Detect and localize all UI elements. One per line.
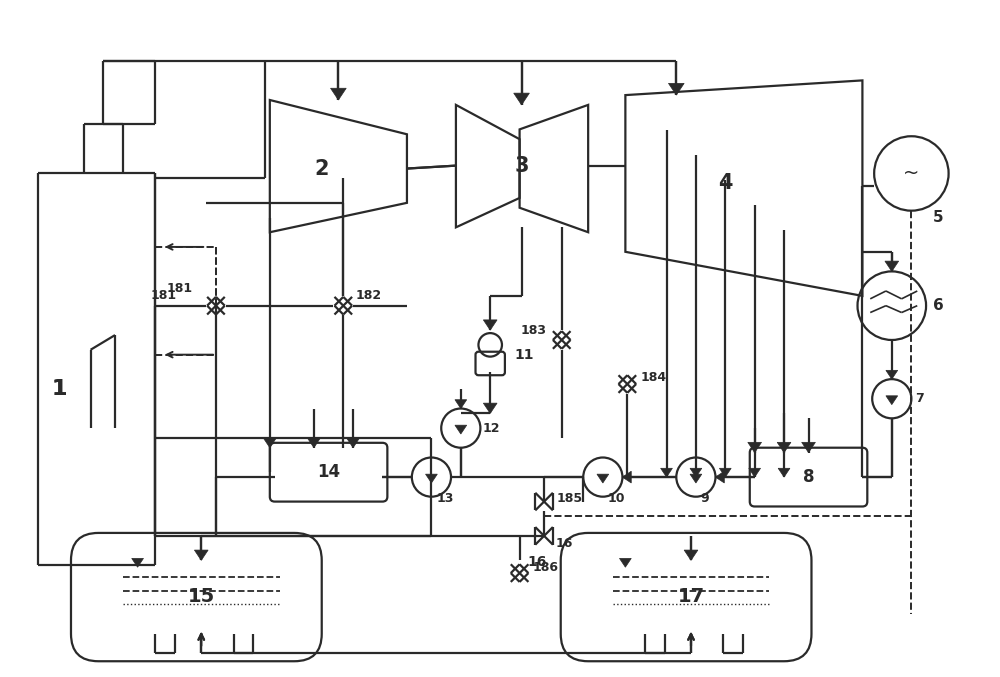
Polygon shape bbox=[715, 471, 724, 483]
Polygon shape bbox=[622, 471, 631, 483]
Polygon shape bbox=[194, 550, 208, 561]
Text: ~: ~ bbox=[903, 164, 920, 183]
Text: 6: 6 bbox=[933, 298, 944, 313]
Polygon shape bbox=[455, 399, 467, 408]
Text: 17: 17 bbox=[677, 587, 705, 606]
Polygon shape bbox=[597, 474, 609, 483]
Polygon shape bbox=[661, 468, 672, 477]
Polygon shape bbox=[483, 403, 497, 414]
Polygon shape bbox=[748, 442, 762, 453]
Text: 12: 12 bbox=[482, 422, 500, 435]
Text: 181: 181 bbox=[151, 289, 177, 303]
Polygon shape bbox=[263, 437, 277, 447]
Text: 8: 8 bbox=[803, 468, 814, 486]
Polygon shape bbox=[132, 559, 143, 567]
Text: 182: 182 bbox=[356, 289, 382, 303]
Text: 11: 11 bbox=[515, 348, 534, 362]
Polygon shape bbox=[346, 437, 360, 447]
Text: 186: 186 bbox=[532, 561, 558, 573]
Polygon shape bbox=[778, 468, 790, 477]
Text: 10: 10 bbox=[608, 492, 625, 505]
Polygon shape bbox=[777, 442, 791, 453]
Text: 185: 185 bbox=[557, 492, 583, 505]
Polygon shape bbox=[307, 437, 321, 447]
Polygon shape bbox=[802, 442, 815, 453]
Text: 7: 7 bbox=[915, 392, 924, 406]
Text: 2: 2 bbox=[314, 158, 329, 179]
Text: 13: 13 bbox=[436, 492, 454, 505]
Text: 1: 1 bbox=[51, 379, 67, 399]
Polygon shape bbox=[684, 550, 698, 561]
Text: 181: 181 bbox=[167, 282, 193, 294]
Polygon shape bbox=[483, 320, 497, 330]
Text: 4: 4 bbox=[718, 173, 733, 193]
Text: 5: 5 bbox=[933, 210, 944, 225]
Text: 14: 14 bbox=[317, 463, 340, 481]
Polygon shape bbox=[426, 474, 437, 483]
Text: 1: 1 bbox=[51, 379, 67, 399]
Text: 3: 3 bbox=[514, 156, 529, 175]
Text: 16: 16 bbox=[528, 555, 547, 569]
Polygon shape bbox=[690, 474, 702, 483]
Polygon shape bbox=[619, 559, 631, 567]
Polygon shape bbox=[514, 93, 529, 105]
Text: 183: 183 bbox=[521, 324, 547, 336]
Polygon shape bbox=[886, 396, 898, 405]
Text: 16: 16 bbox=[556, 538, 573, 550]
Text: 184: 184 bbox=[640, 371, 666, 384]
Polygon shape bbox=[719, 468, 731, 477]
Polygon shape bbox=[690, 468, 702, 477]
Polygon shape bbox=[749, 468, 761, 477]
Polygon shape bbox=[455, 425, 467, 434]
Text: 15: 15 bbox=[188, 587, 215, 606]
Polygon shape bbox=[668, 83, 684, 95]
Polygon shape bbox=[886, 370, 898, 379]
Text: 9: 9 bbox=[701, 492, 709, 505]
Polygon shape bbox=[331, 88, 346, 100]
Polygon shape bbox=[885, 261, 899, 271]
